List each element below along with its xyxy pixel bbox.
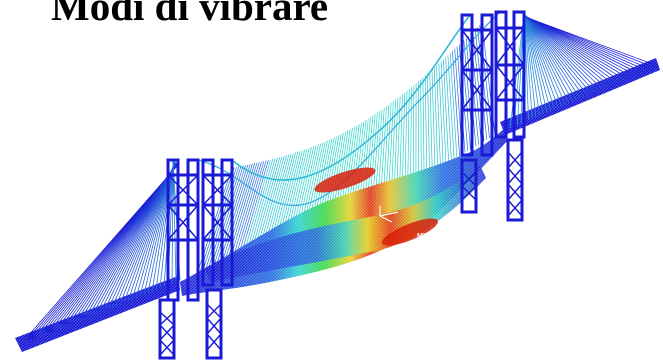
main-span-deck xyxy=(180,128,508,296)
left-tower-rear xyxy=(201,158,234,287)
main-span-cables xyxy=(194,11,501,281)
coordinate-axis-icon xyxy=(379,206,399,223)
left-piers xyxy=(158,288,223,360)
max-label: MX xyxy=(417,233,428,240)
right-piers xyxy=(460,138,524,222)
right-tower-front xyxy=(460,13,494,157)
left-side-span-cables xyxy=(19,159,181,346)
right-tower-rear xyxy=(494,10,526,139)
left-approach-deck xyxy=(15,276,180,352)
page-title: Modi di vibrare xyxy=(51,0,329,29)
min-label: MN xyxy=(83,351,94,358)
